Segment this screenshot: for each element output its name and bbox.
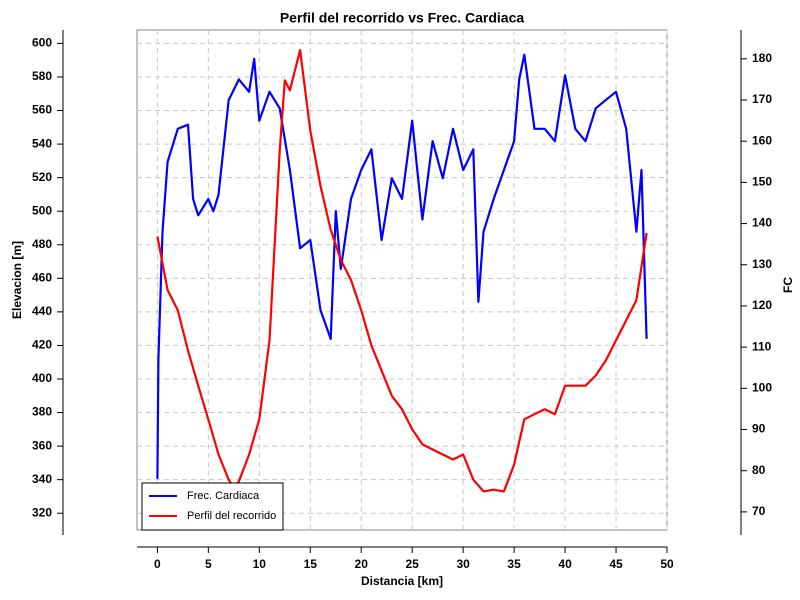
y-tick-label: 460 — [32, 270, 52, 284]
y-tick-label: 440 — [32, 304, 52, 318]
legend-label: Perfil del recorrido — [187, 510, 276, 522]
x-tick-label: 50 — [660, 557, 674, 571]
y2-tick-label: 130 — [752, 257, 772, 271]
legend-label: Frec. Cardiaca — [187, 490, 260, 502]
x-tick-label: 30 — [456, 557, 470, 571]
plot-frame — [136, 29, 668, 531]
series-line — [156, 53, 648, 479]
y2-tick-label: 110 — [752, 339, 772, 353]
y-tick-label: 560 — [32, 103, 52, 117]
y-tick-label: 340 — [32, 472, 52, 486]
x-tick-label: 0 — [154, 557, 161, 571]
y2-tick-label: 180 — [752, 51, 772, 65]
y-tick-label: 580 — [32, 69, 52, 83]
x-tick-label: 15 — [304, 557, 318, 571]
x-axis-label: Distancia [km] — [361, 574, 443, 588]
x-tick-label: 40 — [558, 557, 572, 571]
y-tick-label: 400 — [32, 371, 52, 385]
lines — [156, 49, 648, 493]
x-tick-label: 45 — [609, 557, 623, 571]
y-tick-label: 520 — [32, 170, 52, 184]
y-tick-label: 360 — [32, 438, 52, 452]
x-tick-label: 25 — [406, 557, 420, 571]
y2-axis-label: FC — [781, 277, 795, 293]
y-tick-label: 600 — [32, 36, 52, 50]
y-tick-label: 380 — [32, 405, 52, 419]
y-tick-label: 480 — [32, 237, 52, 251]
y-tick-label: 500 — [32, 203, 52, 217]
y2-tick-label: 160 — [752, 133, 772, 147]
y2-tick-label: 120 — [752, 298, 772, 312]
legend: Frec. Cardiaca Perfil del recorrido — [141, 482, 284, 531]
x-tick-label: 5 — [205, 557, 212, 571]
y2-tick-label: 70 — [752, 504, 766, 518]
y-tick-label: 420 — [32, 338, 52, 352]
grid — [137, 30, 668, 530]
legend-box — [141, 482, 284, 531]
y2-tick-label: 100 — [752, 380, 772, 394]
y2-tick-label: 170 — [752, 92, 772, 106]
y2-tick-label: 90 — [752, 422, 766, 436]
y-tick-label: 540 — [32, 136, 52, 150]
y-axis-label: Elevacion [m] — [10, 241, 24, 319]
x-tick-label: 35 — [507, 557, 521, 571]
chart-title: Perfil del recorrido vs Frec. Cardiaca — [280, 10, 525, 26]
x-tick-label: 20 — [355, 557, 369, 571]
y2-tick-label: 150 — [752, 175, 772, 189]
y2-tick-label: 140 — [752, 216, 772, 230]
y2-tick-label: 80 — [752, 463, 766, 477]
y-tick-label: 320 — [32, 505, 52, 519]
x-tick-label: 10 — [253, 557, 267, 571]
